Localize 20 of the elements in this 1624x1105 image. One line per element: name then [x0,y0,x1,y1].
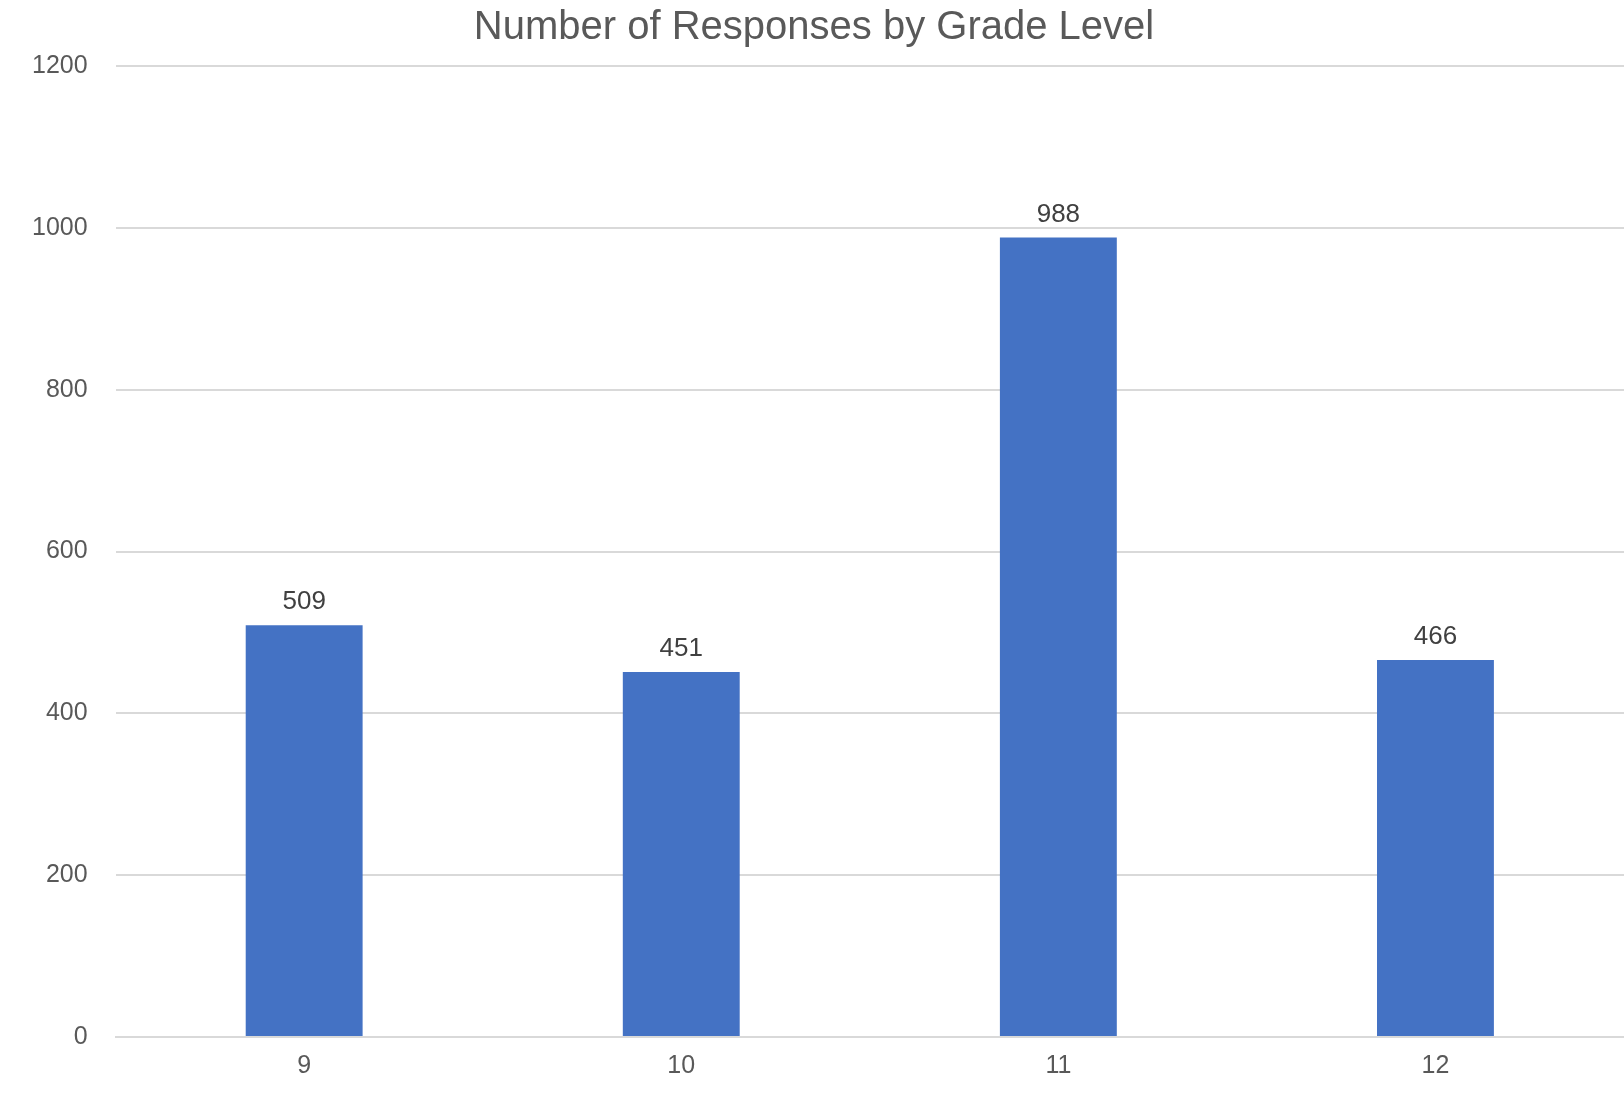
y-tick-label: 1000 [31,211,88,240]
x-tick-label: 10 [667,1049,696,1078]
data-label: 509 [282,585,326,616]
bar [999,237,1117,1036]
bar [622,672,740,1036]
y-tick-label: 800 [45,373,88,402]
y-tick-label: 600 [45,535,88,564]
bar [245,625,363,1036]
x-tick-label: 11 [1045,1049,1072,1078]
data-label: 451 [659,632,703,663]
data-label: 466 [1413,620,1458,651]
x-tick-label: 12 [1421,1049,1450,1078]
bar [1377,659,1494,1036]
y-tick-label: 1200 [31,49,88,78]
y-tick-label: 0 [73,1020,88,1049]
x-tick-label: 9 [297,1049,312,1078]
y-tick-label: 400 [45,697,88,726]
chart-title: Number of Responses by Grade Level [473,3,1155,48]
data-label: 988 [1036,197,1081,228]
y-tick-label: 200 [45,859,88,888]
